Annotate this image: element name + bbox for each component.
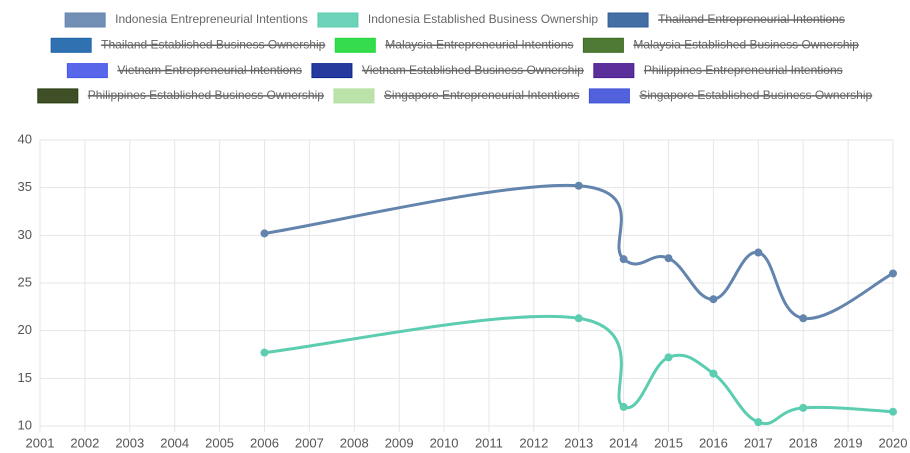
x-tick-label: 2017 [744, 435, 773, 450]
legend-label: Vietnam Entrepreneurial Intentions [117, 63, 302, 77]
x-tick-label: 2005 [205, 435, 234, 450]
x-tick-label: 2009 [385, 435, 414, 450]
legend-swatch [593, 63, 635, 79]
data-point[interactable] [754, 418, 763, 427]
x-tick-label: 2015 [654, 435, 683, 450]
data-point[interactable] [754, 248, 763, 257]
legend-label: Singapore Entrepreneurial Intentions [384, 88, 579, 102]
x-tick-label: 2003 [115, 435, 144, 450]
data-point[interactable] [799, 403, 808, 412]
legend-item[interactable]: Malaysia Established Business Ownership [582, 37, 859, 53]
legend-item[interactable]: Philippines Established Business Ownersh… [37, 88, 324, 104]
y-tick-label: 40 [18, 131, 32, 146]
data-point[interactable] [574, 181, 583, 190]
legend-swatch [311, 63, 353, 79]
legend-item[interactable]: Indonesia Established Business Ownership [317, 12, 598, 28]
legend-label: Singapore Established Business Ownership [639, 88, 872, 102]
y-tick-label: 20 [18, 322, 32, 337]
x-tick-label: 2008 [340, 435, 369, 450]
legend-swatch [607, 12, 649, 28]
legend-swatch [582, 37, 624, 53]
legend-label: Indonesia Entrepreneurial Intentions [115, 12, 308, 26]
legend-item[interactable]: Vietnam Entrepreneurial Intentions [66, 63, 302, 79]
y-tick-label: 10 [18, 417, 32, 432]
y-tick-label: 35 [18, 179, 32, 194]
x-tick-label: 2007 [295, 435, 324, 450]
legend-swatch [334, 37, 376, 53]
x-tick-label: 2020 [879, 435, 908, 450]
legend-swatch [317, 12, 359, 28]
y-tick-label: 30 [18, 227, 32, 242]
legend-label: Vietnam Established Business Ownership [362, 63, 584, 77]
x-tick-label: 2011 [475, 435, 503, 450]
x-tick-label: 2016 [699, 435, 728, 450]
data-point[interactable] [889, 269, 897, 278]
legend-item[interactable]: Singapore Established Business Ownership [588, 88, 873, 104]
data-point[interactable] [664, 254, 673, 263]
x-tick-label: 2018 [789, 435, 818, 450]
y-tick-label: 15 [18, 370, 32, 385]
x-tick-label: 2001 [26, 435, 55, 450]
data-point[interactable] [664, 353, 673, 362]
data-point[interactable] [619, 255, 628, 264]
legend-label: Philippines Established Business Ownersh… [88, 88, 324, 102]
x-tick-label: 2012 [519, 435, 548, 450]
legend-swatch [66, 63, 108, 79]
series-line [264, 314, 894, 426]
x-tick-label: 2013 [564, 435, 593, 450]
legend-item[interactable]: Singapore Entrepreneurial Intentions [333, 88, 580, 104]
legend-swatch [588, 88, 630, 104]
x-tick-label: 2002 [70, 435, 99, 450]
data-point[interactable] [574, 314, 583, 323]
legend-swatch [37, 88, 79, 104]
data-point[interactable] [799, 314, 808, 323]
legend-item[interactable]: Indonesia Entrepreneurial Intentions [64, 12, 308, 28]
legend-label: Philippines Entrepreneurial Intentions [644, 63, 843, 77]
data-point[interactable] [260, 348, 269, 357]
legend-item[interactable]: Thailand Entrepreneurial Intentions [607, 12, 845, 28]
legend-item[interactable]: Malaysia Entrepreneurial Intentions [334, 37, 574, 53]
data-point[interactable] [619, 402, 628, 411]
x-tick-label: 2010 [430, 435, 459, 450]
data-point[interactable] [709, 369, 718, 378]
legend-swatch [333, 88, 375, 104]
legend-item[interactable]: Philippines Entrepreneurial Intentions [593, 63, 843, 79]
data-point[interactable] [260, 229, 269, 238]
x-tick-label: 2019 [834, 435, 863, 450]
x-tick-label: 2014 [609, 435, 638, 450]
y-tick-label: 25 [18, 274, 32, 289]
x-tick-label: 2004 [160, 435, 189, 450]
data-point[interactable] [709, 295, 718, 304]
legend-label: Malaysia Established Business Ownership [633, 37, 859, 51]
legend-label: Malaysia Entrepreneurial Intentions [385, 37, 573, 51]
legend-item[interactable]: Thailand Established Business Ownership [50, 37, 326, 53]
legend-label: Thailand Entrepreneurial Intentions [658, 12, 845, 26]
legend-label: Indonesia Established Business Ownership [368, 12, 598, 26]
data-point[interactable] [889, 407, 897, 416]
legend-swatch [50, 37, 92, 53]
legend-label: Thailand Established Business Ownership [101, 37, 325, 51]
x-tick-label: 2006 [250, 435, 279, 450]
legend-item[interactable]: Vietnam Established Business Ownership [311, 63, 584, 79]
legend-swatch [64, 12, 106, 28]
